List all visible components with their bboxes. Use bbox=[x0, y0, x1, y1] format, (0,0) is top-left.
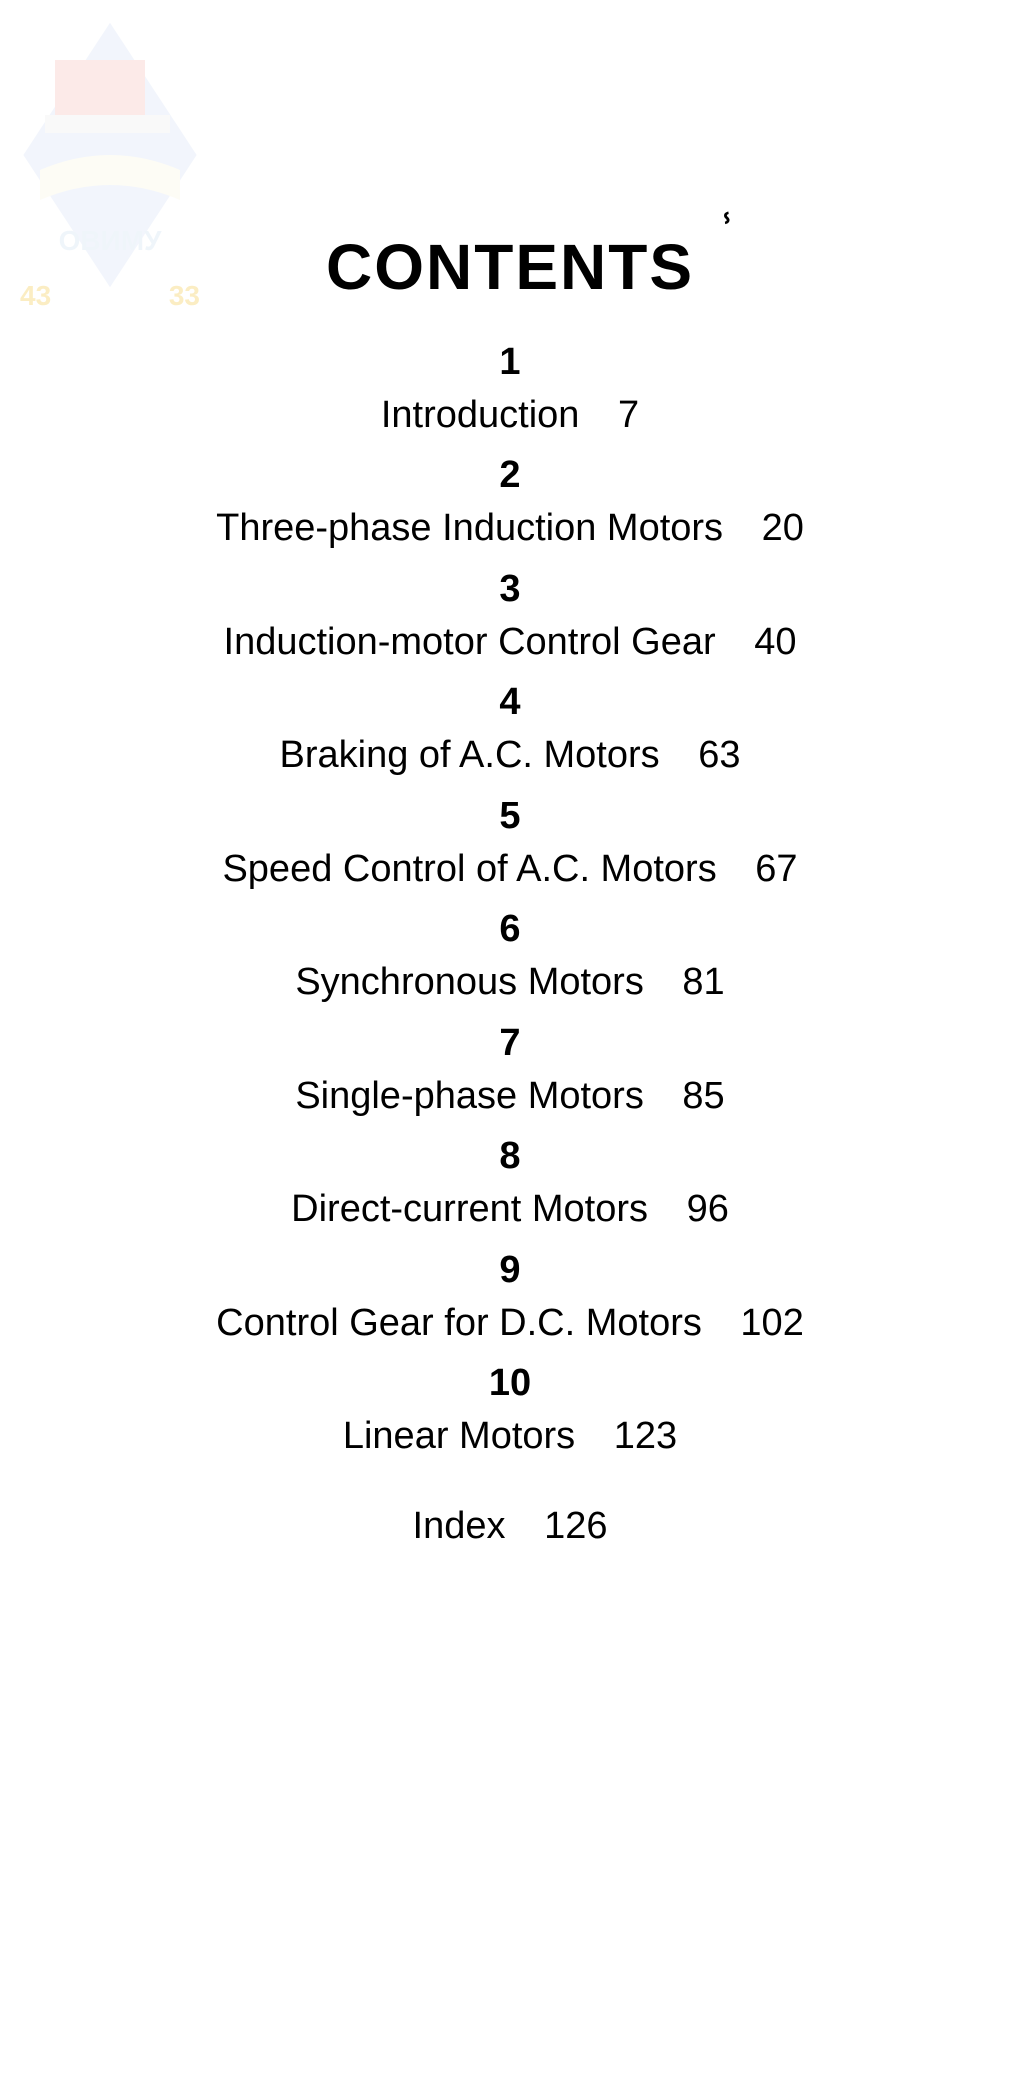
toc-entry-page: 63 bbox=[698, 734, 740, 778]
toc-entry-page: 40 bbox=[754, 621, 796, 665]
section-number: 6 bbox=[0, 909, 1020, 951]
toc-entry-page: 96 bbox=[687, 1188, 729, 1232]
section-number: 2 bbox=[0, 455, 1020, 497]
contents-block: CONTENTS 1 Introduction 7 2 Three-phase … bbox=[0, 230, 1020, 1548]
toc-entry-page: 123 bbox=[614, 1415, 677, 1459]
section-number: 1 bbox=[0, 342, 1020, 384]
section-number: 4 bbox=[0, 682, 1020, 724]
toc-entry-title: Three-phase Induction Motors bbox=[216, 507, 723, 549]
section-number: 5 bbox=[0, 796, 1020, 838]
toc-entry-title: Linear Motors bbox=[343, 1415, 575, 1457]
section-number: 9 bbox=[0, 1250, 1020, 1292]
toc-entry: Speed Control of A.C. Motors 67 bbox=[0, 848, 1020, 892]
toc-entry: Induction-motor Control Gear 40 bbox=[0, 621, 1020, 665]
page-title: CONTENTS bbox=[0, 230, 1020, 304]
toc-entry-page: 20 bbox=[762, 507, 804, 551]
page: ОВИМУ 43 33 ⸯ CONTENTS 1 Introduction 7 … bbox=[0, 0, 1020, 2095]
section-number: 8 bbox=[0, 1136, 1020, 1178]
toc-entry-page: 102 bbox=[740, 1302, 803, 1346]
toc-entry-page: 7 bbox=[618, 394, 639, 438]
toc-entry-title: Induction-motor Control Gear bbox=[224, 621, 716, 663]
section-number: 7 bbox=[0, 1023, 1020, 1065]
toc-entry-page: 85 bbox=[682, 1075, 724, 1119]
toc-entry-title: Introduction bbox=[381, 394, 580, 436]
toc-index-entry: Index 126 bbox=[0, 1505, 1020, 1548]
toc-entry-title: Direct-current Motors bbox=[291, 1188, 648, 1230]
toc-entry-page: 81 bbox=[682, 961, 724, 1005]
toc-entry-title: Synchronous Motors bbox=[295, 961, 644, 1003]
toc-index-page: 126 bbox=[544, 1505, 607, 1548]
toc-entry-title: Braking of A.C. Motors bbox=[280, 734, 660, 776]
toc-entry: Single-phase Motors 85 bbox=[0, 1075, 1020, 1119]
toc-entry: Linear Motors 123 bbox=[0, 1415, 1020, 1459]
toc-entry-title: Control Gear for D.C. Motors bbox=[216, 1302, 702, 1344]
toc-entry-page: 67 bbox=[755, 848, 797, 892]
toc-entry: Braking of A.C. Motors 63 bbox=[0, 734, 1020, 778]
toc-index-label: Index bbox=[413, 1505, 506, 1547]
toc-entry: Introduction 7 bbox=[0, 394, 1020, 438]
toc-entry-title: Single-phase Motors bbox=[295, 1075, 644, 1117]
toc-entry-title: Speed Control of A.C. Motors bbox=[222, 848, 716, 890]
toc-entry: Control Gear for D.C. Motors 102 bbox=[0, 1302, 1020, 1346]
section-number: 10 bbox=[0, 1363, 1020, 1405]
section-number: 3 bbox=[0, 569, 1020, 611]
toc-entry: Synchronous Motors 81 bbox=[0, 961, 1020, 1005]
toc-entry: Direct-current Motors 96 bbox=[0, 1188, 1020, 1232]
toc-entry: Three-phase Induction Motors 20 bbox=[0, 507, 1020, 551]
